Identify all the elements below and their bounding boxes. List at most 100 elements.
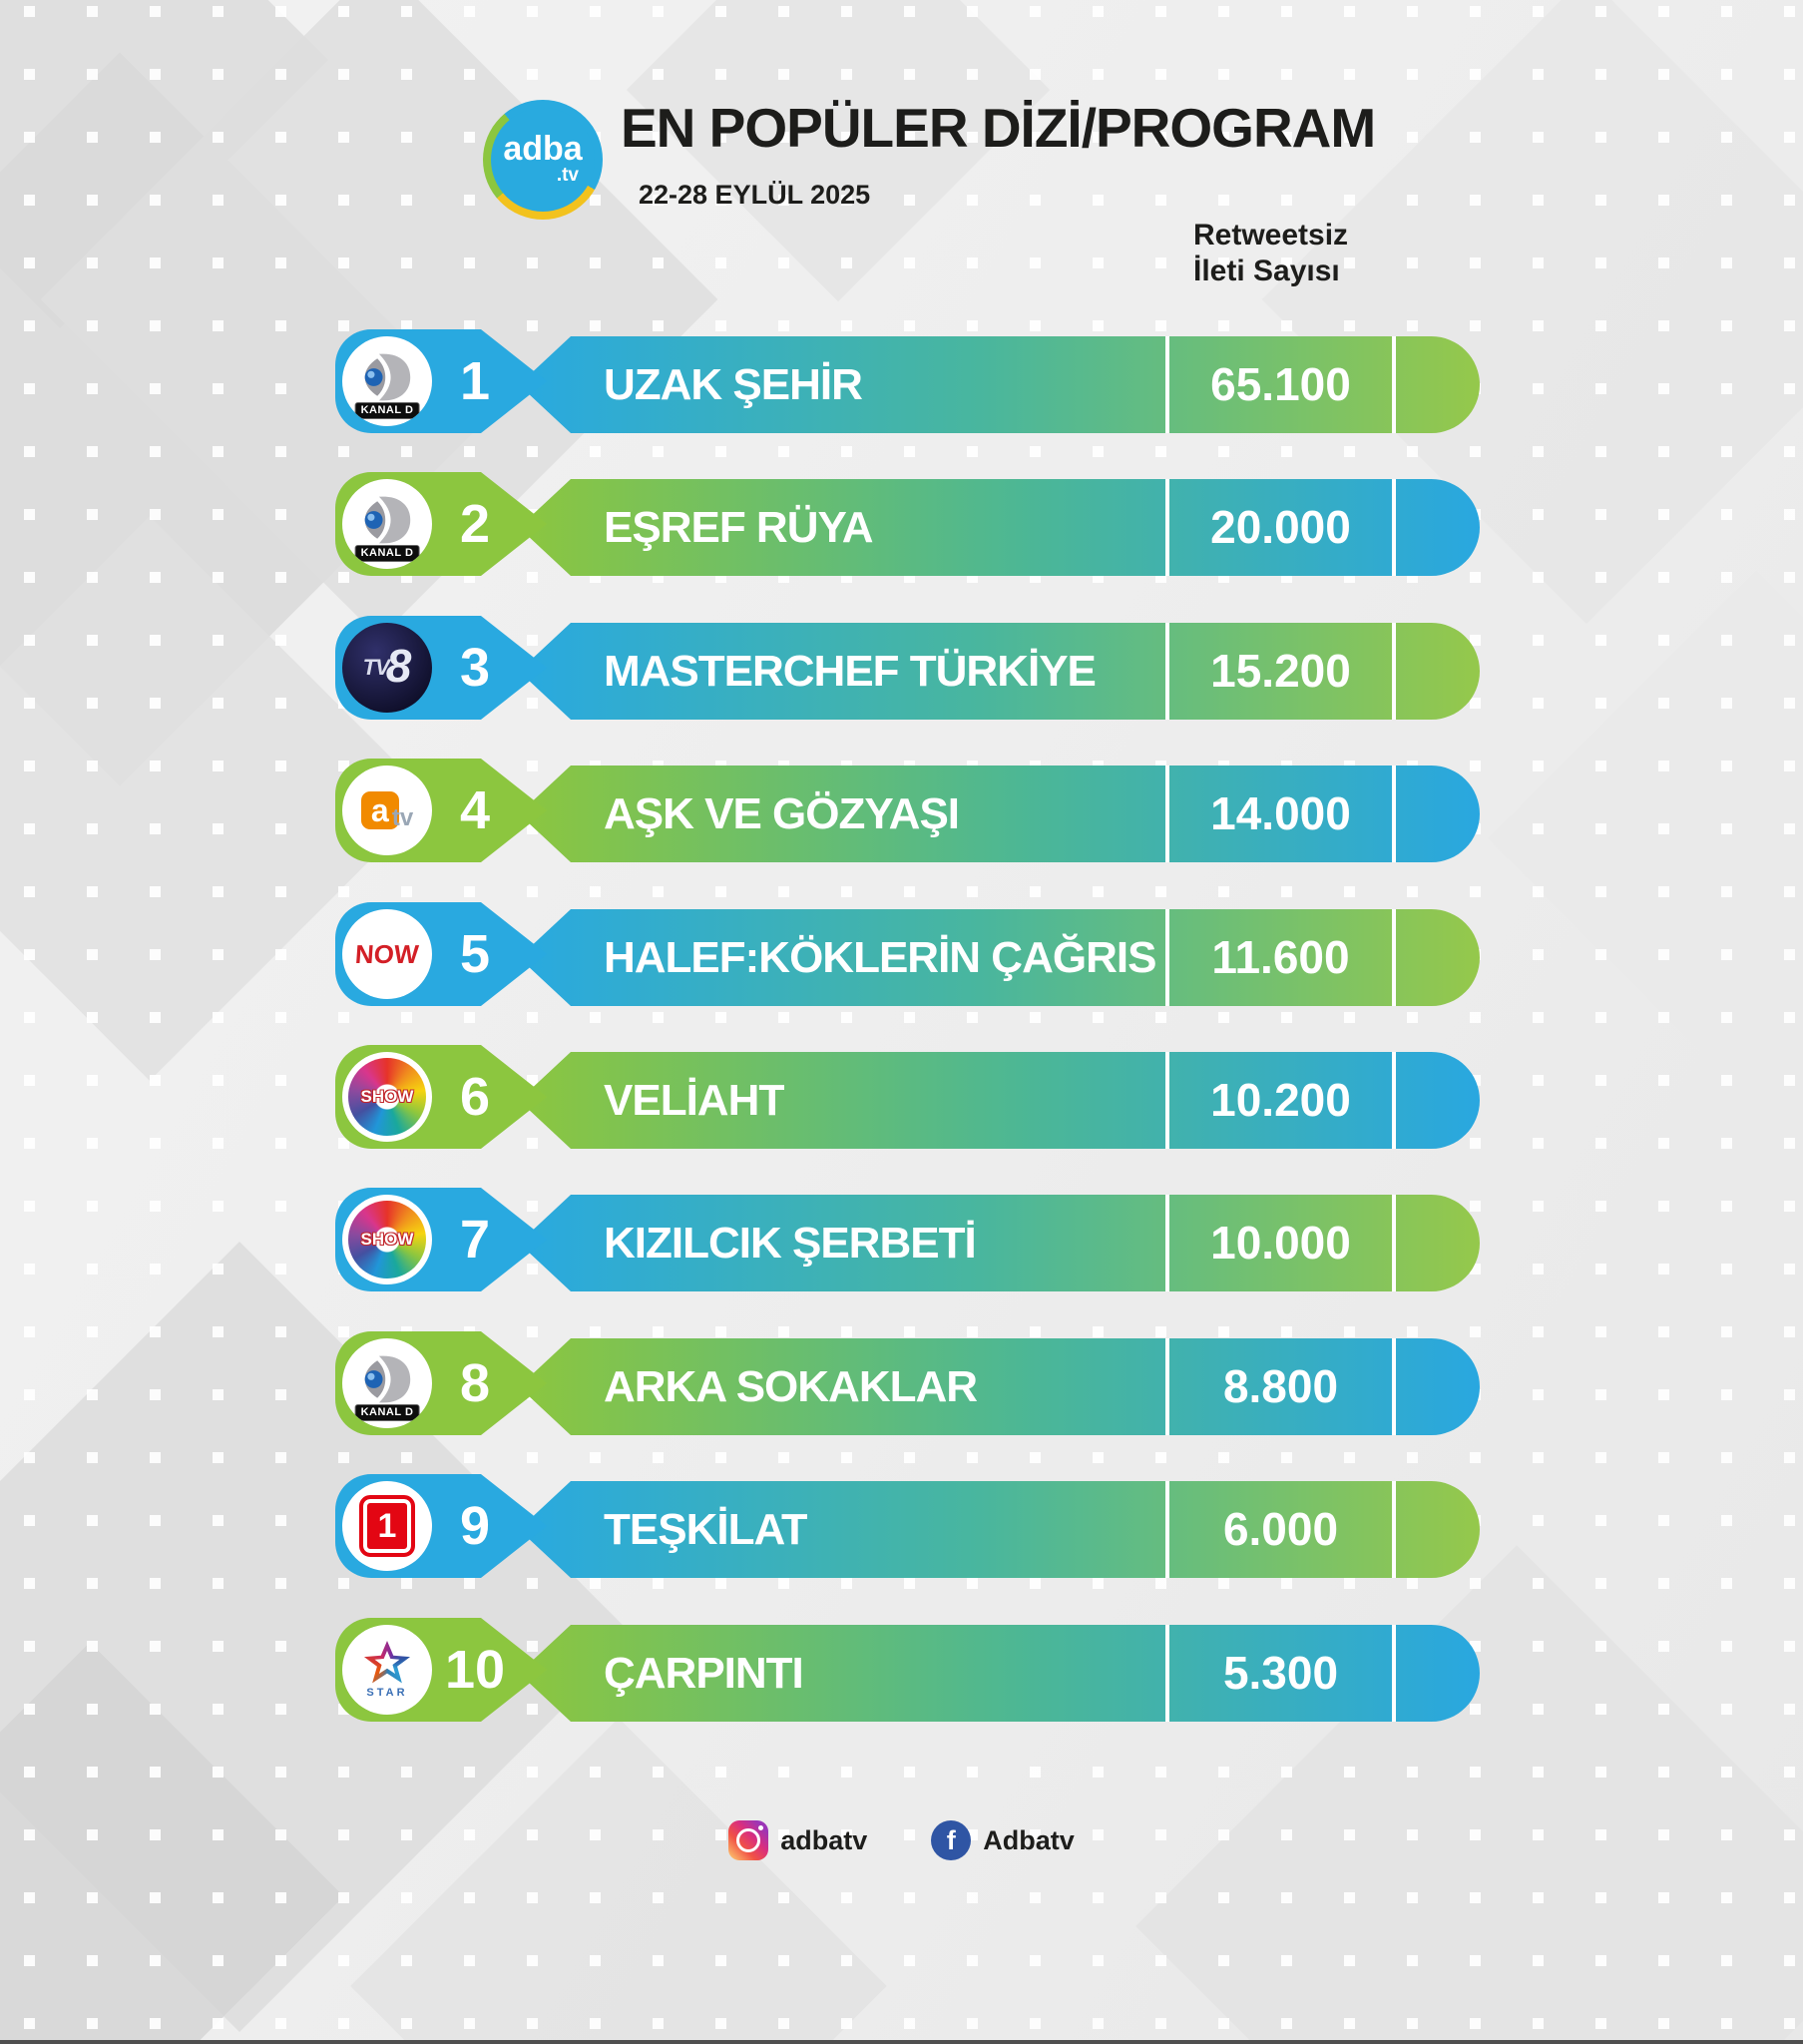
trt1-square: 1 <box>359 1495 415 1557</box>
show-bar: EŞREF RÜYA 20.000 <box>519 479 1480 576</box>
instagram-handle: adbatv <box>780 1824 868 1855</box>
divider <box>1165 766 1169 862</box>
divider <box>1165 909 1169 1006</box>
tweet-count: 10.000 <box>1210 1217 1351 1269</box>
show-bar: KIZILCIK ŞERBETİ 10.000 <box>519 1195 1480 1291</box>
facebook-link[interactable]: f Adbatv <box>931 1820 1075 1860</box>
divider <box>1165 1625 1169 1722</box>
rank-badge: 1 9 <box>335 1474 547 1578</box>
brand-tld: .tv <box>556 165 579 186</box>
rank-badge: TV 8 3 <box>335 616 547 720</box>
tweet-count: 14.000 <box>1210 787 1351 839</box>
star-emblem <box>363 1641 411 1684</box>
ranking-row-9: TEŞKİLAT 6.000 1 9 <box>0 1474 1803 1578</box>
show-title: UZAK ŞEHİR <box>604 360 862 409</box>
divider <box>1392 1625 1396 1722</box>
show-tv-logo: SHOW <box>342 1052 432 1142</box>
tweet-count: 6.000 <box>1222 1503 1339 1555</box>
kanal-d-wordmark: KANAL D <box>354 1404 420 1421</box>
rank-badge: KANAL D 2 <box>335 472 547 576</box>
show-title: VELİAHT <box>604 1076 785 1125</box>
instagram-icon <box>728 1820 769 1860</box>
atv-a-mark: a <box>360 791 399 829</box>
brand-wordmark: adba <box>503 130 583 168</box>
show-title: TEŞKİLAT <box>604 1505 807 1554</box>
divider <box>1392 479 1396 576</box>
ranking-row-4: AŞK VE GÖZYAŞI 14.000 a tv 4 <box>0 759 1803 862</box>
ranking-row-5: HALEF:KÖKLERİN ÇAĞRISI 11.600 NOW 5 <box>0 902 1803 1006</box>
ranking-row-1: UZAK ŞEHİR 65.100 KANAL D 1 <box>0 329 1803 433</box>
rank-number: 10 <box>444 1640 506 1700</box>
facebook-icon: f <box>931 1820 972 1860</box>
star-tv-logo: STAR <box>342 1625 432 1715</box>
show-title: MASTERCHEF TÜRKİYE <box>604 647 1096 696</box>
tweet-count: 15.200 <box>1210 645 1351 697</box>
divider <box>1392 909 1396 1006</box>
facebook-handle: Adbatv <box>983 1824 1075 1855</box>
rank-badge: a tv 4 <box>335 759 547 862</box>
divider <box>1165 1481 1169 1578</box>
tweet-count: 10.200 <box>1210 1074 1351 1126</box>
adba-tv-logo: adba .tv <box>483 100 603 220</box>
now-wordmark: NOW <box>354 938 420 969</box>
instagram-link[interactable]: adbatv <box>728 1820 867 1860</box>
rank-number: 8 <box>459 1353 491 1413</box>
trt1-one: 1 <box>377 1506 397 1545</box>
divider <box>1165 1195 1169 1291</box>
kanal-d-logo: KANAL D <box>342 1338 432 1428</box>
tv8-wordmark: TV <box>362 655 390 680</box>
tweet-count: 8.800 <box>1222 1360 1339 1412</box>
kanal-d-wordmark: KANAL D <box>354 402 420 419</box>
divider <box>1392 336 1396 433</box>
tv8-logo: TV 8 <box>342 623 432 713</box>
rank-number: 3 <box>459 638 491 698</box>
divider <box>1392 1195 1396 1291</box>
ranking-row-8: ARKA SOKAKLAR 8.800 KANAL D 8 <box>0 1331 1803 1435</box>
divider <box>1165 336 1169 433</box>
tweet-count: 11.600 <box>1211 931 1350 983</box>
show-title: ÇARPINTI <box>604 1649 803 1698</box>
tweet-count: 20.000 <box>1210 501 1351 553</box>
rank-badge: STAR 10 <box>335 1618 547 1722</box>
show-title: KIZILCIK ŞERBETİ <box>604 1219 976 1268</box>
rank-badge: SHOW 7 <box>335 1188 547 1291</box>
tweet-count: 65.100 <box>1210 358 1351 410</box>
tweet-count: 5.300 <box>1222 1647 1339 1699</box>
divider <box>1392 1481 1396 1578</box>
atv-logo: a tv <box>342 766 432 855</box>
kanal-d-emblem <box>364 496 411 544</box>
rank-badge: SHOW 6 <box>335 1045 547 1149</box>
atv-tv-mark: tv <box>391 804 414 831</box>
divider <box>1165 623 1169 720</box>
rank-badge: NOW 5 <box>335 902 547 1006</box>
show-tv-logo: SHOW <box>342 1195 432 1284</box>
trt1-logo: 1 <box>342 1481 432 1571</box>
ranking-row-6: VELİAHT 10.200 SHOW 6 <box>0 1045 1803 1149</box>
ranking-row-10: ÇARPINTI 5.300 STAR 10 <box>0 1618 1803 1722</box>
show-wordmark: SHOW <box>360 1087 414 1106</box>
adba-tv-logo-inner: adba .tv <box>491 108 595 212</box>
ranking-row-2: EŞREF RÜYA 20.000 KANAL D 2 <box>0 472 1803 576</box>
show-bar: MASTERCHEF TÜRKİYE 15.200 <box>519 623 1480 720</box>
rank-badge: KANAL D 8 <box>335 1331 547 1435</box>
show-rainbow-disc: SHOW <box>348 1201 426 1278</box>
show-bar: TEŞKİLAT 6.000 <box>519 1481 1480 1578</box>
kanal-d-logo: KANAL D <box>342 336 432 426</box>
star-wordmark: STAR <box>366 1687 408 1699</box>
divider <box>1392 1052 1396 1149</box>
value-column-header-line1: Retweetsiz <box>1193 219 1349 252</box>
rank-number: 2 <box>459 494 491 554</box>
divider <box>1165 479 1169 576</box>
divider <box>1392 766 1396 862</box>
show-title: ARKA SOKAKLAR <box>604 1362 978 1411</box>
now-logo: NOW <box>342 909 432 999</box>
show-bar: UZAK ŞEHİR 65.100 <box>519 336 1480 433</box>
rank-number: 9 <box>459 1496 491 1556</box>
ranking-row-3: MASTERCHEF TÜRKİYE 15.200 TV 8 3 <box>0 616 1803 720</box>
page-title: EN POPÜLER DİZİ/PROGRAM <box>621 97 1376 159</box>
show-title: HALEF:KÖKLERİN ÇAĞRISI <box>604 933 1158 982</box>
divider <box>1392 623 1396 720</box>
show-bar: VELİAHT 10.200 <box>519 1052 1480 1149</box>
bottom-edge-line <box>0 2040 1803 2044</box>
